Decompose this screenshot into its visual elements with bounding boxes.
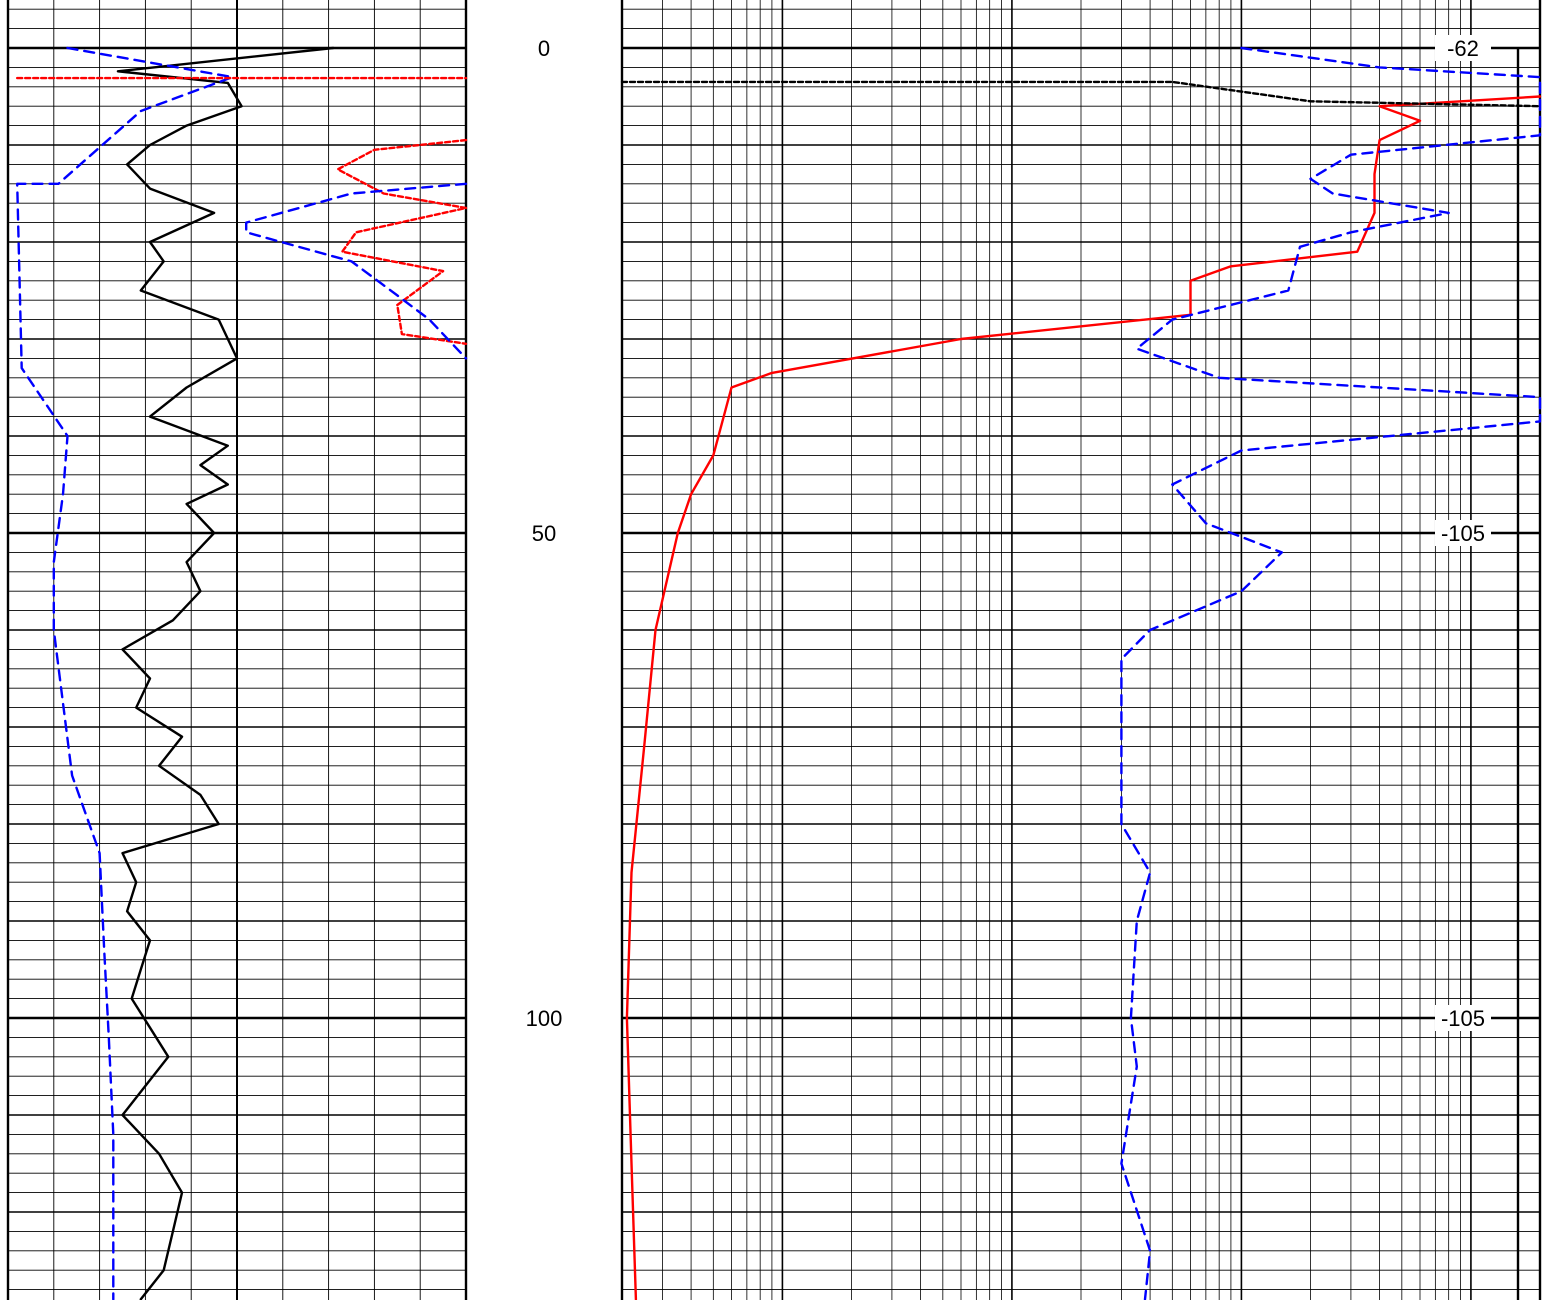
depth-tick-label: 50	[532, 521, 556, 546]
curve-track1-blue-dashed-curve	[244, 182, 468, 360]
marker-label: -105	[1441, 521, 1485, 546]
curve-track2-blue-dashed	[1120, 46, 1542, 1300]
label-layer: 0 50 100 -62 -105 -105	[526, 35, 1491, 1031]
curve-track1-black-solid	[116, 46, 335, 1300]
marker-label-bg	[1435, 35, 1491, 61]
depth-tick-label: 0	[538, 36, 550, 61]
curve-layer	[16, 46, 1542, 1300]
marker-label-bg	[1435, 520, 1491, 546]
grid-layer	[6, 0, 1542, 1300]
curve-track2-black-dashed	[620, 80, 1542, 108]
curve-track1-blue-dashed	[16, 46, 234, 1300]
marker-label-bg	[1435, 1005, 1491, 1031]
depth-tick-label: 100	[526, 1006, 563, 1031]
marker-label: -105	[1441, 1006, 1485, 1031]
marker-label: -62	[1447, 36, 1479, 61]
curve-track2-red-solid	[625, 95, 1542, 1300]
curve-track1-red-dashed-curve	[336, 138, 468, 345]
